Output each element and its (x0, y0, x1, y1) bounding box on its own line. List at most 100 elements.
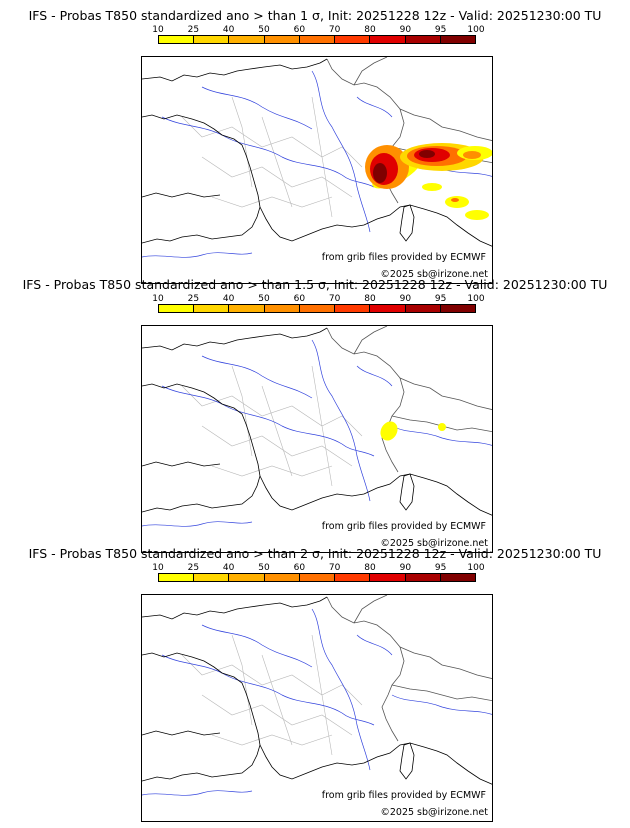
colorbar-labels: 10 25 40 50 60 70 80 90 95 100 (152, 294, 484, 304)
colorbar-tick-label: 50 (258, 25, 270, 35)
colorbar-tick-label: 70 (328, 294, 341, 304)
colorbar-swatch (194, 36, 230, 43)
colorbar-tick-label: 40 (222, 25, 235, 35)
copyright-credit: ©2025 sb@irizone.net (380, 807, 488, 818)
coastline (142, 327, 492, 516)
colorbar-swatch (405, 36, 441, 43)
panel-title: IFS - Probas T850 standardized ano > tha… (28, 546, 602, 561)
colorbar-swatch (159, 36, 195, 43)
source-credit: from grib files provided by ECMWF (321, 521, 486, 532)
corsica-outline (399, 742, 415, 780)
colorbar-tick-label: 95 (434, 25, 447, 35)
map-panel-1: IFS - Probas T850 standardized ano > tha… (0, 8, 630, 284)
colorbar-swatch (335, 305, 371, 312)
rivers (142, 608, 492, 796)
colorbar-tick-label: 70 (328, 563, 341, 573)
colorbar-tick-label: 50 (258, 294, 270, 304)
colorbar-tick-label: 100 (467, 294, 485, 304)
colorbar-swatch (335, 574, 371, 581)
colorbar-swatch (440, 574, 475, 581)
colorbar-swatch (264, 305, 300, 312)
probability-field (365, 143, 492, 220)
colorbar-tick-label: 95 (434, 563, 447, 573)
colorbar-swatch (299, 305, 336, 312)
colorbar-tick-label: 25 (187, 25, 200, 35)
colorbar-swatch (194, 574, 230, 581)
colorbar-swatches (158, 304, 476, 313)
colorbar-swatch (335, 36, 371, 43)
colorbar-swatch (194, 305, 230, 312)
colorbar-swatch (440, 305, 475, 312)
colorbar-labels: 10 25 40 50 60 70 80 90 95 100 (152, 563, 484, 573)
colorbar: 10 25 40 50 60 70 80 90 95 100 (152, 25, 485, 51)
rivers (142, 339, 492, 527)
coastline (142, 596, 492, 785)
colorbar-swatch (370, 574, 406, 581)
colorbar-swatches (158, 573, 476, 582)
map-svg (142, 57, 492, 258)
colorbar-swatch (229, 574, 265, 581)
colorbar-tick-label: 25 (187, 563, 200, 573)
colorbar-tick-label: 100 (467, 25, 485, 35)
colorbar-labels: 10 25 40 50 60 70 80 90 95 100 (152, 25, 484, 35)
colorbar-tick-label: 10 (152, 294, 164, 304)
map-svg (142, 326, 492, 527)
map-frame: from grib files provided by ECMWF ©2025 … (141, 325, 493, 553)
colorbar-tick-label: 90 (399, 25, 412, 35)
coastline (142, 58, 492, 247)
colorbar-tick-label: 95 (434, 294, 447, 304)
country-borders (326, 57, 492, 204)
basemap (142, 595, 492, 796)
source-credit: from grib files provided by ECMWF (321, 252, 486, 263)
map-panel-2: IFS - Probas T850 standardized ano > tha… (0, 277, 630, 553)
copyright-credit: ©2025 sb@irizone.net (380, 538, 488, 549)
panel-title: IFS - Probas T850 standardized ano > tha… (22, 277, 608, 292)
colorbar-tick-label: 40 (222, 563, 235, 573)
colorbar-tick-label: 10 (152, 25, 164, 35)
map-frame: from grib files provided by ECMWF ©2025 … (141, 56, 493, 284)
colorbar-tick-label: 60 (293, 294, 306, 304)
colorbar-tick-label: 60 (293, 25, 306, 35)
colorbar-swatches (158, 35, 476, 44)
colorbar: 10 25 40 50 60 70 80 90 95 100 (152, 563, 485, 589)
country-borders (326, 326, 492, 473)
colorbar-tick-label: 25 (187, 294, 200, 304)
colorbar-swatch (159, 305, 195, 312)
colorbar-tick-label: 60 (293, 563, 306, 573)
colorbar-tick-label: 80 (364, 563, 376, 573)
corsica-outline (399, 473, 415, 511)
colorbar-swatch (440, 36, 475, 43)
basemap (142, 326, 492, 527)
colorbar-tick-label: 80 (364, 25, 376, 35)
department-borders (181, 634, 363, 756)
map-svg (142, 595, 492, 796)
department-borders (181, 365, 363, 487)
colorbar-tick-label: 80 (364, 294, 376, 304)
basemap (142, 57, 492, 258)
colorbar-swatch (229, 36, 265, 43)
map-frame: from grib files provided by ECMWF ©2025 … (141, 594, 493, 822)
country-borders (326, 595, 492, 742)
colorbar-swatch (299, 36, 336, 43)
colorbar-swatch (405, 574, 441, 581)
panel-title: IFS - Probas T850 standardized ano > tha… (28, 8, 602, 23)
copyright-credit: ©2025 sb@irizone.net (380, 269, 488, 280)
source-credit: from grib files provided by ECMWF (321, 790, 486, 801)
colorbar-tick-label: 70 (328, 25, 341, 35)
colorbar-swatch (264, 574, 300, 581)
department-borders (181, 96, 363, 218)
rivers (142, 70, 492, 258)
colorbar: 10 25 40 50 60 70 80 90 95 100 (152, 294, 485, 320)
colorbar-tick-label: 50 (258, 563, 270, 573)
colorbar-tick-label: 90 (399, 563, 412, 573)
map-panel-3: IFS - Probas T850 standardized ano > tha… (0, 546, 630, 822)
colorbar-swatch (405, 305, 441, 312)
corsica-outline (399, 204, 415, 242)
colorbar-tick-label: 10 (152, 563, 164, 573)
colorbar-swatch (264, 36, 300, 43)
colorbar-tick-label: 100 (467, 563, 485, 573)
colorbar-swatch (370, 36, 406, 43)
probability-field (380, 421, 446, 441)
colorbar-tick-label: 90 (399, 294, 412, 304)
colorbar-swatch (159, 574, 195, 581)
